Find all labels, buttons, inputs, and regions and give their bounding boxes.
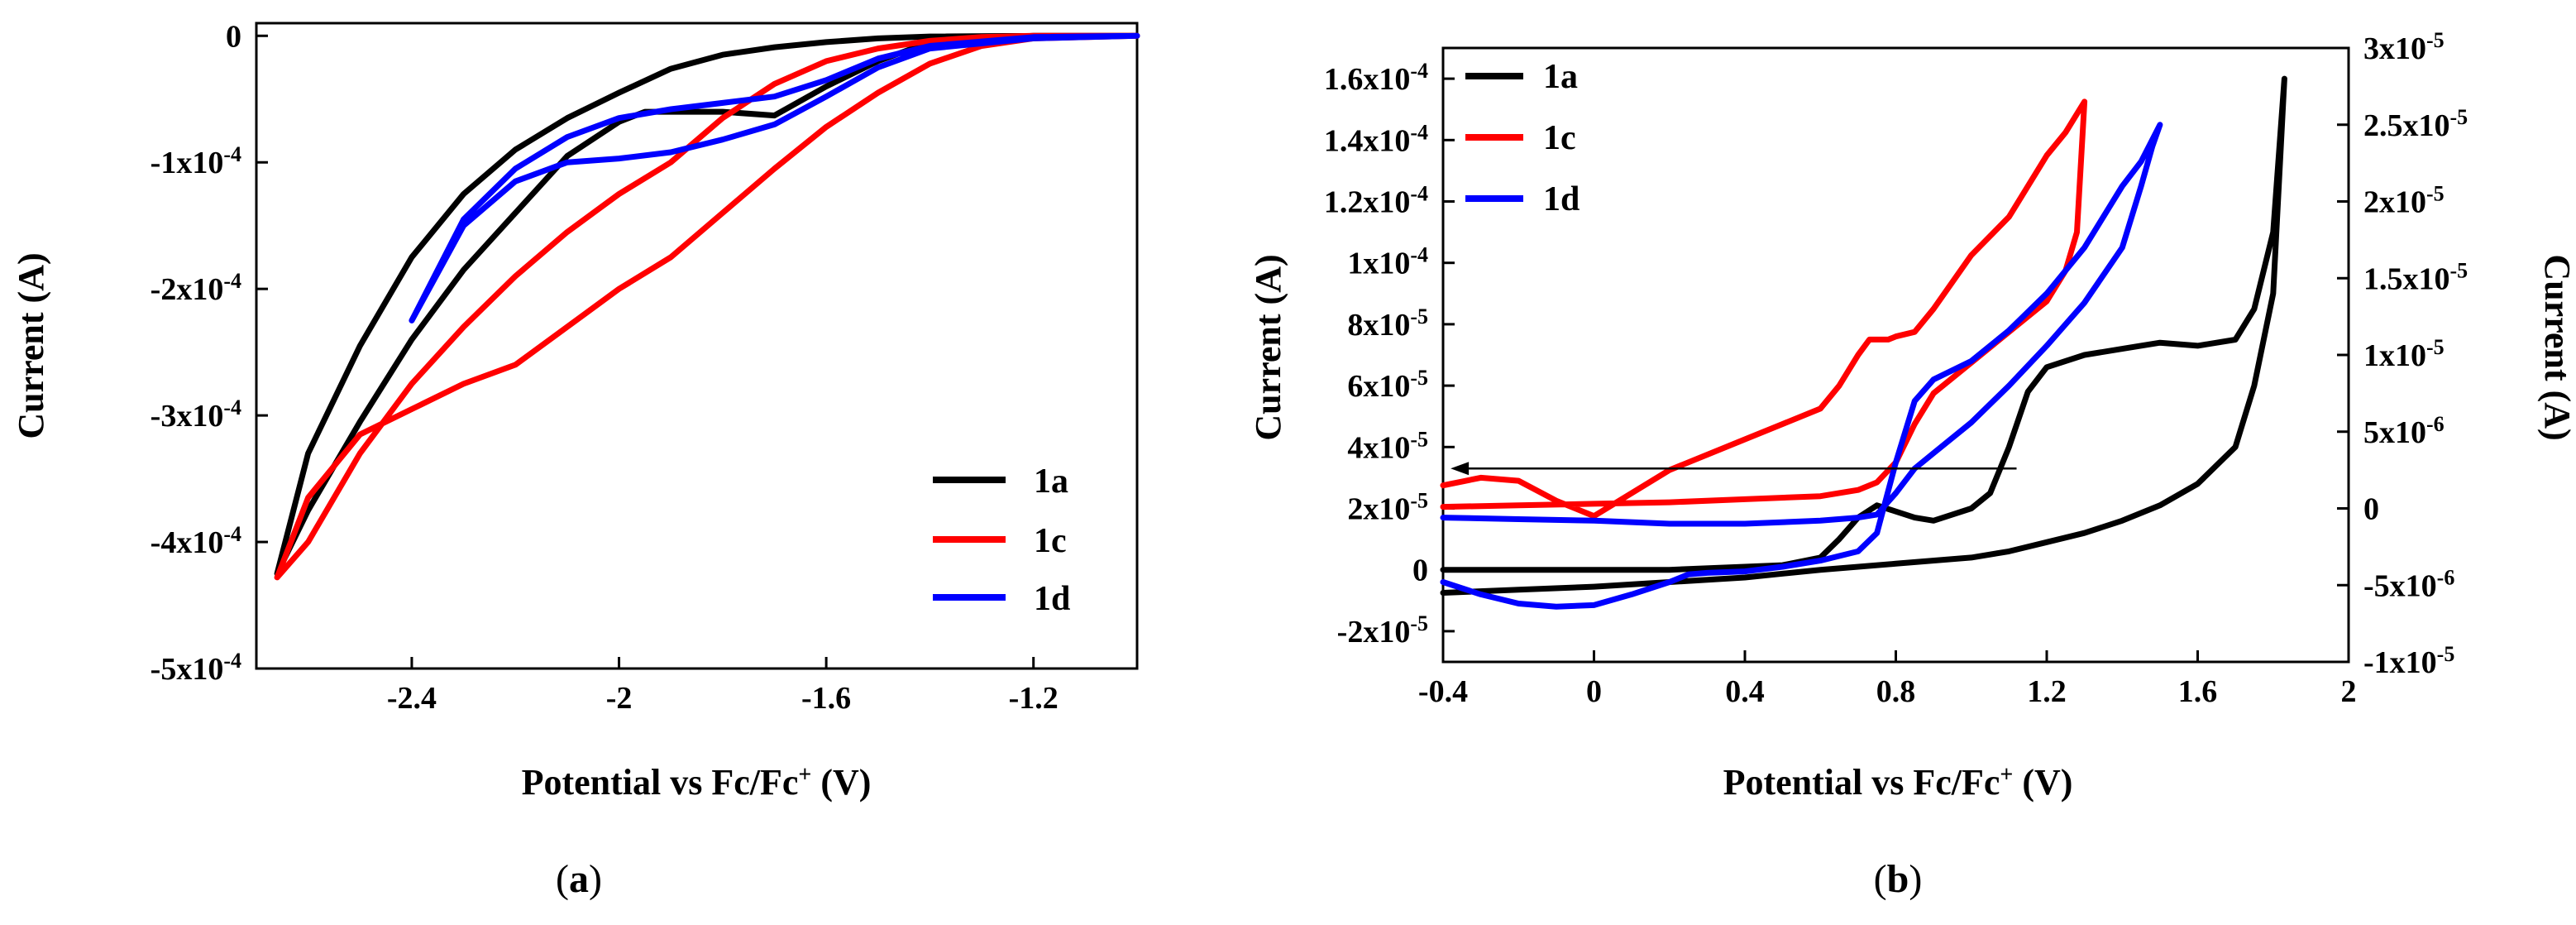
panel-b-x-axis-title: Potential vs Fc/Fc+ (V) bbox=[1723, 762, 2073, 803]
series-line-1d bbox=[1440, 122, 2163, 610]
panel-a-legend-label-1a: 1a bbox=[1034, 462, 1068, 501]
panel-b-legend-label-1c: 1c bbox=[1543, 119, 1576, 157]
panel-b-x-axis-title-tail: (V) bbox=[2013, 762, 2072, 803]
right-y-tick-label: -5x10-6 bbox=[2363, 565, 2454, 604]
panel-b-x-axis-title-sup: + bbox=[2000, 762, 2013, 788]
y-tick-label: 6x10-5 bbox=[1347, 366, 1428, 405]
panel-b-legend: 1a 1c 1d bbox=[1465, 58, 1580, 218]
y-tick-label: -2x10-4 bbox=[151, 269, 241, 308]
y-tick-label: 4x10-5 bbox=[1347, 427, 1428, 466]
panel-a-legend: 1a 1c 1d bbox=[933, 462, 1070, 618]
panel-a-legend-label-1c: 1c bbox=[1034, 522, 1067, 560]
x-tick-label: -0.4 bbox=[1418, 674, 1468, 709]
panel-a-x-axis-title-tail: (V) bbox=[811, 762, 871, 803]
y-tick-label: 2x10-5 bbox=[1347, 488, 1428, 527]
x-tick-label: 2 bbox=[2341, 674, 2357, 709]
x-tick-label: -1.2 bbox=[1009, 681, 1059, 716]
y-tick-label: 0 bbox=[226, 19, 241, 54]
panel-b: -0.4 0 0.4 0.8 1.2 1.6 2 -2x10-5 0 2x10-5 4x10-5 6x… bbox=[1248, 28, 2576, 902]
right-y-tick-label: 1x10-5 bbox=[2363, 335, 2445, 374]
panel-a-series bbox=[274, 32, 1140, 581]
x-tick-label: 1.2 bbox=[2027, 674, 2067, 709]
x-tick-label: -2 bbox=[606, 681, 633, 716]
panel-b-series bbox=[1440, 75, 2287, 610]
x-tick-label: 0 bbox=[1586, 674, 1602, 709]
right-y-tick-label: 3x10-5 bbox=[2363, 28, 2445, 67]
y-tick-label: -3x10-4 bbox=[151, 395, 241, 434]
series-line-1c bbox=[274, 32, 1140, 581]
right-y-tick-label: -1x10-5 bbox=[2363, 642, 2454, 681]
series-line-1a bbox=[1440, 75, 2287, 596]
right-y-tick-label: 2.5x10-5 bbox=[2363, 104, 2468, 143]
y-tick-label: 1.2x10-4 bbox=[1324, 181, 1428, 220]
panel-b-ticks: -0.4 0 0.4 0.8 1.2 1.6 2 -2x10-5 0 2x10-5 4x10-5 6x… bbox=[1324, 28, 2468, 710]
series-line-1c bbox=[1440, 98, 2088, 520]
x-tick-label: -1.6 bbox=[801, 681, 851, 716]
y-tick-label: -5x10-4 bbox=[151, 649, 241, 688]
y-tick-label: 1x10-4 bbox=[1347, 242, 1428, 281]
panel-a-plot-frame bbox=[255, 22, 1139, 670]
panel-a-y-axis-title: Current (A) bbox=[11, 252, 51, 439]
panel-b-x-axis-title-main: Potential vs Fc/Fc bbox=[1723, 762, 2000, 803]
y-tick-label: -4x10-4 bbox=[151, 522, 241, 561]
x-tick-label: 0.8 bbox=[1876, 674, 1916, 709]
y-tick-label: 1.4x10-4 bbox=[1324, 120, 1428, 159]
right-y-tick-label: 2x10-5 bbox=[2363, 181, 2445, 220]
x-tick-label: 0.4 bbox=[1725, 674, 1765, 709]
series-line-1a bbox=[274, 32, 1140, 577]
arrow-head bbox=[1450, 462, 1470, 476]
panel-a-x-axis-title-sup: + bbox=[798, 762, 811, 788]
panel-b-legend-label-1a: 1a bbox=[1543, 58, 1578, 96]
panel-b-annotation-arrow bbox=[1450, 462, 2017, 476]
panel-a-x-axis-title: Potential vs Fc/Fc+ (V) bbox=[522, 762, 872, 803]
right-y-tick-label: 1.5x10-5 bbox=[2363, 258, 2468, 297]
panel-a-legend-label-1d: 1d bbox=[1034, 580, 1070, 618]
y-tick-label: 1.6x10-4 bbox=[1324, 59, 1428, 98]
y-tick-label: 8x10-5 bbox=[1347, 304, 1428, 343]
panel-a-ticks: -2.4 -2 -1.6 -1.2 0 -1x10-4 -2x10-4 -3x10-4 -4x1… bbox=[151, 19, 1059, 716]
y-tick-label: -2x10-5 bbox=[1337, 611, 1428, 649]
right-y-tick-label: 0 bbox=[2363, 492, 2379, 527]
panel-a: -2.4 -2 -1.6 -1.2 0 -1x10-4 -2x10-4 -3x10-4 -4x1… bbox=[11, 19, 1140, 901]
panel-b-y-axis-title: Current (A) bbox=[1248, 254, 1288, 440]
y-tick-label: -1x10-4 bbox=[151, 142, 241, 181]
panel-a-caption: (a) bbox=[556, 857, 602, 901]
panel-a-x-axis-title-main: Potential vs Fc/Fc bbox=[522, 762, 799, 803]
series-line-1d bbox=[409, 32, 1140, 324]
panel-b-caption-label: b bbox=[1887, 857, 1909, 901]
right-y-tick-label: 5x10-6 bbox=[2363, 411, 2445, 450]
panel-a-caption-label: a bbox=[569, 857, 589, 901]
panel-b-right-axis-title: Current (A) bbox=[2537, 254, 2576, 440]
x-tick-label: 1.6 bbox=[2178, 674, 2218, 709]
panel-b-legend-label-1d: 1d bbox=[1543, 180, 1580, 218]
y-tick-label: 0 bbox=[1412, 554, 1428, 588]
x-tick-label: -2.4 bbox=[387, 681, 437, 716]
panel-b-caption: (b) bbox=[1874, 857, 1923, 901]
